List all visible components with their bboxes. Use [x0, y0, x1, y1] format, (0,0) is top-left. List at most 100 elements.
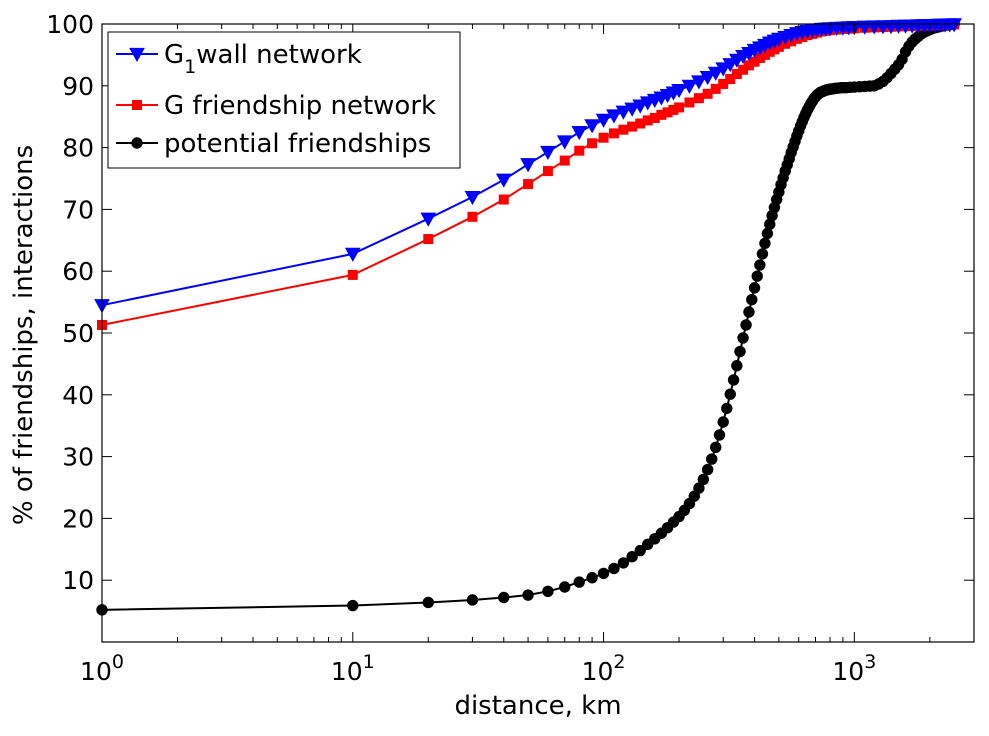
- data-point: [681, 79, 698, 94]
- data-point: [522, 589, 534, 601]
- x-tick-label: 102: [582, 651, 626, 686]
- data-point: [598, 132, 609, 143]
- x-ticks: 100 101 102 103: [80, 24, 975, 686]
- data-point: [606, 109, 622, 124]
- x-tick-label: 100: [80, 651, 124, 686]
- data-point: [748, 282, 761, 294]
- legend-label: G1wall network: [164, 40, 362, 78]
- legend: G1wall network G friendship network potent…: [107, 31, 461, 169]
- data-point: [626, 551, 638, 563]
- data-point: [574, 145, 585, 156]
- data-point: [542, 585, 554, 598]
- data-point: [559, 155, 570, 166]
- y-tick-label: 30: [62, 443, 94, 472]
- data-point: [618, 124, 629, 135]
- x-tick-label: 101: [331, 651, 375, 686]
- data-point: [715, 62, 732, 77]
- y-tick-label: 80: [62, 134, 94, 163]
- data-point: [946, 18, 962, 33]
- data-point: [751, 270, 763, 282]
- y-tick-label: 50: [62, 319, 94, 348]
- data-point: [737, 332, 749, 344]
- data-point: [691, 75, 707, 90]
- data-point: [717, 416, 729, 428]
- y-axis-label: % of friendships, interactions: [9, 145, 39, 525]
- legend-box: [107, 31, 461, 169]
- data-point: [556, 135, 573, 150]
- data-point: [344, 247, 361, 262]
- legend-entry: potential friendships: [116, 129, 431, 159]
- data-point: [608, 128, 619, 139]
- series-layer: [94, 18, 962, 616]
- data-point: [634, 544, 646, 557]
- legend-marker: [129, 47, 145, 63]
- data-point: [597, 567, 610, 580]
- data-point: [347, 269, 358, 280]
- data-point: [586, 572, 598, 584]
- y-ticks: 10 20 30 40 50 60 70 80 90 100: [46, 10, 974, 595]
- data-point: [498, 591, 510, 604]
- data-point: [595, 113, 612, 128]
- y-tick-label: 20: [62, 504, 94, 533]
- data-point: [674, 102, 685, 113]
- legend-marker: [132, 100, 142, 110]
- legend-label: potential friendships: [164, 129, 431, 159]
- y-tick-label: 70: [62, 195, 94, 224]
- data-point: [584, 119, 600, 134]
- legend-entry: G1wall network: [116, 40, 362, 78]
- x-axis-label: distance, km: [454, 691, 621, 721]
- data-point: [671, 84, 687, 99]
- data-point: [713, 429, 726, 441]
- legend-entry: G friendship network: [116, 91, 436, 121]
- data-point: [756, 248, 769, 260]
- data-point: [727, 374, 740, 386]
- data-point: [707, 66, 724, 81]
- y-tick-label: 10: [62, 566, 94, 595]
- data-point: [761, 227, 774, 240]
- data-point: [464, 190, 481, 206]
- data-point: [573, 576, 585, 588]
- data-point: [520, 158, 536, 173]
- data-point: [615, 105, 632, 120]
- data-point: [710, 441, 722, 454]
- data-point: [420, 212, 437, 227]
- data-point: [706, 453, 718, 465]
- data-point: [422, 596, 434, 609]
- data-point: [684, 97, 695, 108]
- y-tick-label: 60: [62, 257, 94, 286]
- legend-marker: [131, 137, 143, 149]
- x-tick-label: 103: [832, 651, 876, 686]
- data-point: [740, 319, 752, 331]
- data-point: [693, 93, 704, 104]
- y-tick-label: 90: [62, 72, 94, 101]
- data-point: [571, 126, 588, 141]
- data-point: [624, 102, 640, 117]
- data-point: [523, 179, 534, 190]
- data-point: [699, 71, 716, 86]
- data-point: [347, 599, 359, 612]
- data-point: [467, 211, 478, 222]
- data-point: [759, 237, 771, 250]
- data-point: [587, 138, 598, 149]
- data-point: [697, 473, 710, 486]
- data-point: [701, 463, 714, 476]
- legend-label: G friendship network: [164, 91, 436, 121]
- series-2: [96, 18, 960, 616]
- data-point: [559, 581, 571, 593]
- data-point: [731, 360, 743, 372]
- data-point: [721, 402, 733, 415]
- data-point: [466, 594, 479, 606]
- data-point: [617, 557, 630, 569]
- data-point: [746, 293, 758, 306]
- data-point: [542, 166, 553, 177]
- data-point: [734, 345, 746, 358]
- y-tick-label: 100: [46, 10, 94, 39]
- data-point: [423, 234, 434, 245]
- data-point: [754, 259, 766, 271]
- data-point: [608, 562, 620, 575]
- data-point: [540, 145, 556, 160]
- data-point: [495, 173, 512, 188]
- data-point: [743, 306, 755, 318]
- data-point: [724, 388, 736, 400]
